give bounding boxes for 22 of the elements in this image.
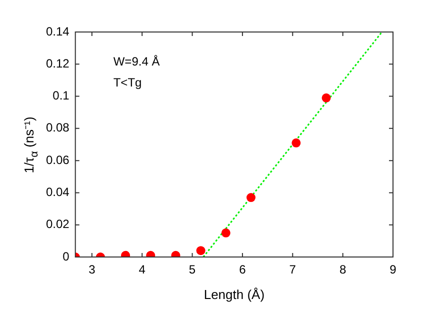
y-tick-label: 0.02 bbox=[46, 217, 70, 232]
point bbox=[322, 93, 331, 102]
x-tick-label: 5 bbox=[188, 262, 196, 277]
x-tick-label: 4 bbox=[138, 262, 146, 277]
y-tick-label: 0.1 bbox=[52, 88, 70, 103]
x-axis-title: Length (Å) bbox=[204, 286, 265, 302]
annotation: T<Tg bbox=[113, 75, 142, 90]
y-tick-label: 0.12 bbox=[46, 56, 70, 70]
x-tick-label: 6 bbox=[239, 262, 246, 277]
y-tick-label: 0.06 bbox=[46, 152, 70, 167]
x-tick-label: 8 bbox=[339, 262, 346, 277]
y-tick-label: 0.14 bbox=[46, 24, 70, 38]
point bbox=[292, 138, 301, 148]
point bbox=[221, 228, 230, 238]
x-tick-label: 3 bbox=[88, 262, 96, 277]
y-tick-label: 0.04 bbox=[46, 185, 70, 200]
point bbox=[246, 193, 256, 202]
y-tick-label: 0.08 bbox=[46, 120, 70, 135]
annotation: W=9.4 Å bbox=[113, 54, 160, 68]
x-tick-label: 9 bbox=[390, 262, 397, 277]
x-tick-label: 7 bbox=[289, 262, 296, 277]
y-tick-label: 0 bbox=[62, 249, 70, 264]
